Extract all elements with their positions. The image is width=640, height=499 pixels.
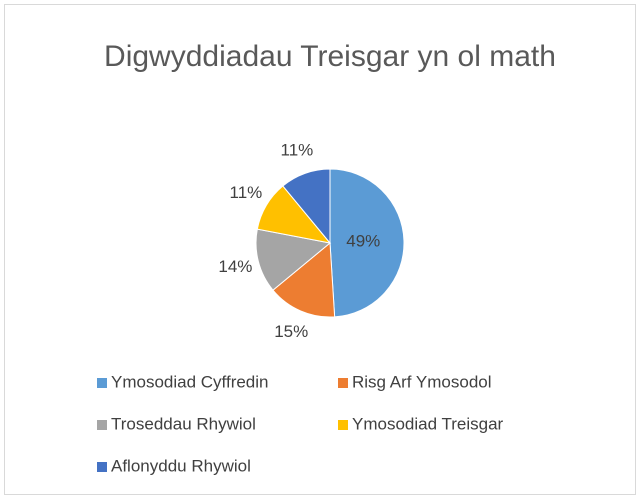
legend-swatch <box>97 420 107 430</box>
chart-title: Digwyddiadau Treisgar yn ol math <box>104 40 556 73</box>
pie-slice <box>329 168 405 318</box>
legend-label: Risg Arf Ymosodol <box>352 372 492 391</box>
data-label: 11% <box>230 183 263 202</box>
legend-label: Ymosodiad Treisgar <box>352 414 504 433</box>
legend-swatch <box>338 420 348 430</box>
legend-label: Aflonyddu Rhywiol <box>111 456 251 475</box>
pie-slice <box>255 228 332 291</box>
data-label: 11% <box>281 141 314 160</box>
pie-slice <box>272 241 336 318</box>
data-label: 49% <box>346 231 380 250</box>
data-label: 15% <box>274 322 308 341</box>
legend-label: Ymosodiad Cyffredin <box>111 372 269 391</box>
data-label: 14% <box>218 257 252 276</box>
legend-swatch <box>97 378 107 388</box>
legend-label: Troseddau Rhywiol <box>111 414 256 433</box>
pie-slice <box>282 168 331 245</box>
legend-swatch <box>97 462 107 472</box>
legend-swatch <box>338 378 348 388</box>
